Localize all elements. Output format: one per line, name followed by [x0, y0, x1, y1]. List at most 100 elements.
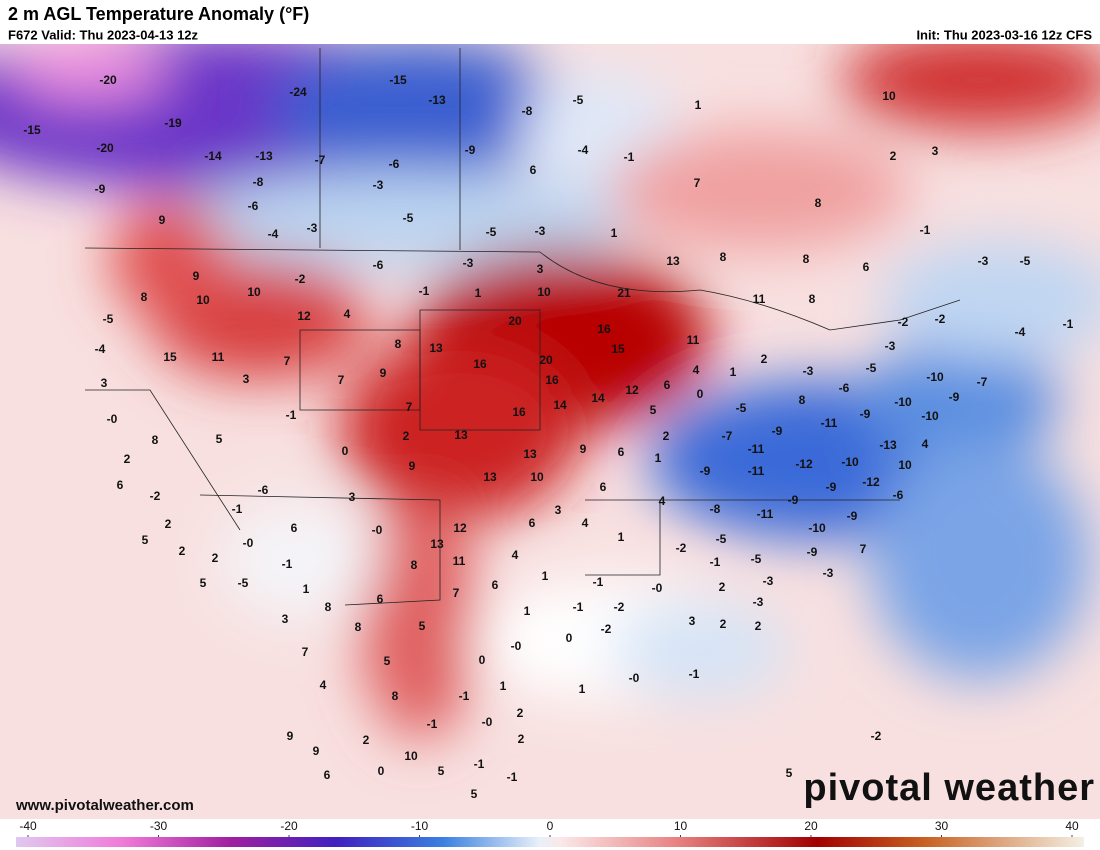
anomaly-label: 3 — [349, 490, 356, 504]
anomaly-label: 1 — [500, 679, 507, 693]
title: 2 m AGL Temperature Anomaly (°F) — [8, 4, 309, 24]
anomaly-label: 6 — [117, 478, 124, 492]
anomaly-label: -4 — [268, 227, 279, 241]
anomaly-label: 20 — [539, 353, 553, 367]
anomaly-label: 6 — [324, 768, 331, 782]
anomaly-label: 3 — [243, 372, 250, 386]
anomaly-label: 2 — [663, 429, 670, 443]
anomaly-label: -0 — [372, 523, 383, 537]
anomaly-label: 2 — [363, 733, 370, 747]
anomaly-label: -13 — [428, 93, 446, 107]
anomaly-label: 2 — [212, 551, 219, 565]
anomaly-label: -3 — [753, 595, 764, 609]
anomaly-label: 3 — [282, 612, 289, 626]
anomaly-label: -10 — [921, 409, 939, 423]
anomaly-label: -2 — [935, 312, 946, 326]
anomaly-label: -6 — [839, 381, 850, 395]
anomaly-label: 8 — [152, 433, 159, 447]
anomaly-label: 4 — [512, 548, 519, 562]
anomaly-label: -9 — [847, 509, 858, 523]
anomaly-label: 6 — [529, 516, 536, 530]
anomaly-label: 2 — [755, 619, 762, 633]
anomaly-label: 2 — [124, 452, 131, 466]
anomaly-label: -20 — [99, 73, 117, 87]
anomaly-label: -1 — [710, 555, 721, 569]
anomaly-label: 16 — [473, 357, 487, 371]
anomaly-label: -9 — [949, 390, 960, 404]
anomaly-label: -6 — [893, 488, 904, 502]
anomaly-label: 2 — [761, 352, 768, 366]
anomaly-label: -3 — [885, 339, 896, 353]
anomaly-label: -2 — [295, 272, 306, 286]
anomaly-label: 6 — [600, 480, 607, 494]
anomaly-label: 7 — [453, 586, 460, 600]
anomaly-label: -9 — [860, 407, 871, 421]
anomaly-label: 9 — [287, 729, 294, 743]
anomaly-label: -1 — [232, 502, 243, 516]
anomaly-label: 8 — [325, 600, 332, 614]
anomaly-label: 10 — [537, 285, 551, 299]
anomaly-label: 6 — [664, 378, 671, 392]
anomaly-label: -10 — [808, 521, 826, 535]
anomaly-label: 1 — [730, 365, 737, 379]
anomaly-label: 0 — [378, 764, 385, 778]
anomaly-label: 13 — [523, 447, 537, 461]
anomaly-label: 5 — [786, 766, 793, 780]
anomaly-label: 8 — [355, 620, 362, 634]
anomaly-label: -0 — [482, 715, 493, 729]
anomaly-label: 13 — [666, 254, 680, 268]
anomaly-label: -8 — [710, 502, 721, 516]
anomaly-label: 4 — [344, 307, 351, 321]
anomaly-label: 10 — [247, 285, 261, 299]
anomaly-label: -1 — [459, 689, 470, 703]
anomaly-label: 11 — [212, 350, 225, 364]
colorbar-tick-label: -40 — [19, 819, 37, 833]
anomaly-label: -5 — [103, 312, 114, 326]
anomaly-label: 4 — [320, 678, 327, 692]
anomaly-label: -9 — [826, 480, 837, 494]
anomaly-label: -11 — [757, 507, 774, 521]
anomaly-label: -3 — [763, 574, 774, 588]
colorbar-tick-label: 10 — [674, 819, 688, 833]
anomaly-label: 7 — [694, 176, 701, 190]
anomaly-label: -11 — [748, 464, 765, 478]
anomaly-label: 4 — [922, 437, 929, 451]
anomaly-label: 3 — [689, 614, 696, 628]
anomaly-label: 12 — [625, 383, 639, 397]
anomaly-label: 2 — [179, 544, 186, 558]
anomaly-label: -12 — [862, 475, 880, 489]
anomaly-label: 5 — [200, 576, 207, 590]
anomaly-label: 9 — [313, 744, 320, 758]
anomaly-label: 15 — [163, 350, 177, 364]
anomaly-label: 14 — [591, 391, 605, 405]
anomaly-label: 1 — [542, 569, 549, 583]
anomaly-label: 4 — [659, 494, 666, 508]
anomaly-label: 11 — [687, 333, 700, 347]
anomaly-label: -1 — [282, 557, 293, 571]
anomaly-label: -1 — [1063, 317, 1074, 331]
anomaly-label: 0 — [566, 631, 573, 645]
anomaly-label: -7 — [315, 153, 326, 167]
anomaly-label: 8 — [392, 689, 399, 703]
anomaly-label: -15 — [23, 123, 41, 137]
anomaly-label: -2 — [676, 541, 687, 555]
anomaly-label: 9 — [193, 269, 200, 283]
anomaly-label: 9 — [580, 442, 587, 456]
anomaly-label: 6 — [863, 260, 870, 274]
anomaly-label: -0 — [629, 671, 640, 685]
anomaly-label: -4 — [1015, 325, 1026, 339]
anomaly-label: -14 — [204, 149, 222, 163]
colorbar-tick-label: -10 — [411, 819, 429, 833]
anomaly-label: 13 — [430, 537, 444, 551]
borders — [84, 48, 961, 606]
anomaly-label: -19 — [164, 116, 182, 130]
anomaly-label: 16 — [512, 405, 526, 419]
colorbar — [16, 837, 1084, 847]
anomaly-field — [0, 44, 1100, 819]
anomaly-label: 3 — [555, 503, 562, 517]
anomaly-label: 12 — [453, 521, 467, 535]
anomaly-label: 13 — [429, 341, 443, 355]
anomaly-label: -13 — [255, 149, 273, 163]
anomaly-label: -1 — [920, 223, 931, 237]
